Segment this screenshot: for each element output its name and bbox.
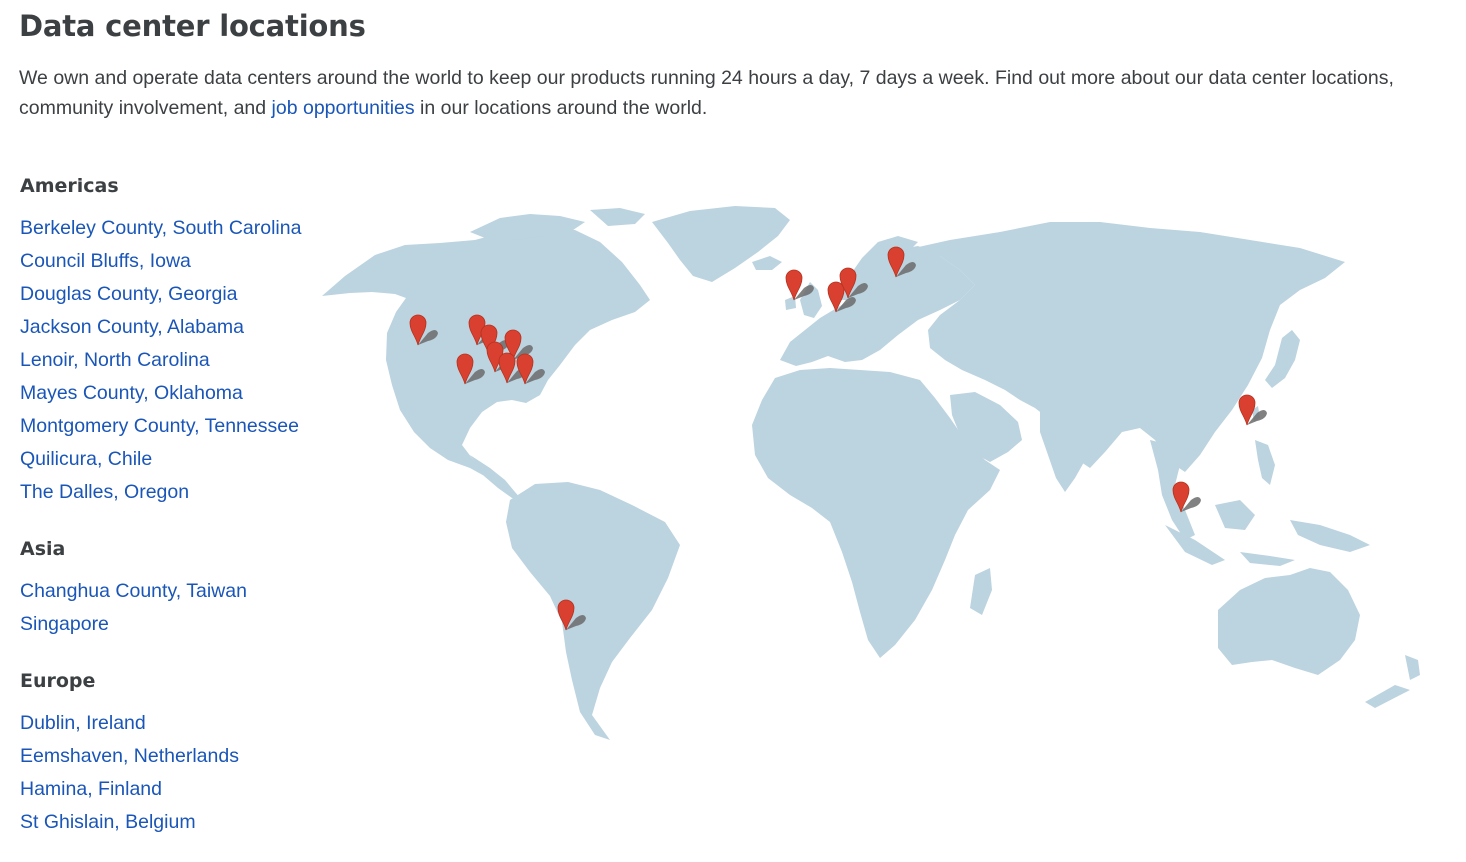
continent-south-america — [506, 482, 680, 740]
world-map — [310, 200, 1466, 760]
location-link-quilicura[interactable]: Quilicura, Chile — [20, 448, 153, 470]
map-pin-head — [498, 352, 516, 384]
map-pin-head — [1172, 481, 1190, 513]
map-pin-icon[interactable] — [408, 313, 444, 349]
iceland — [752, 256, 782, 270]
indian-subcontinent — [1040, 405, 1100, 492]
location-link-hamina[interactable]: Hamina, Finland — [20, 778, 162, 800]
location-list-asia: Changhua County, Taiwan Singapore — [20, 575, 247, 641]
philippines — [1255, 440, 1275, 485]
location-link-berkeley-county[interactable]: Berkeley County, South Carolina — [20, 217, 302, 239]
map-pin-head — [887, 246, 905, 278]
location-list-americas: Berkeley County, South Carolina Council … — [20, 212, 301, 509]
region-heading-europe: Europe — [20, 670, 96, 692]
intro-paragraph: We own and operate data centers around t… — [19, 63, 1449, 123]
location-link-council-bluffs[interactable]: Council Bluffs, Iowa — [20, 250, 191, 272]
location-link-douglas-county[interactable]: Douglas County, Georgia — [20, 283, 238, 305]
page-title: Data center locations — [19, 9, 366, 43]
region-heading-asia: Asia — [20, 538, 66, 560]
central-america — [470, 455, 522, 500]
location-item: Berkeley County, South Carolina — [20, 212, 301, 245]
map-pin-icon[interactable] — [784, 268, 820, 304]
indonesia — [1165, 500, 1370, 566]
map-pin-icon[interactable] — [1237, 393, 1273, 429]
location-link-eemshaven[interactable]: Eemshaven, Netherlands — [20, 745, 239, 767]
location-item: Douglas County, Georgia — [20, 278, 301, 311]
continent-asia — [905, 222, 1345, 472]
map-pin-head — [456, 353, 474, 385]
continent-greenland — [652, 206, 790, 282]
map-pin-icon[interactable] — [515, 352, 551, 388]
new-zealand — [1365, 655, 1420, 708]
location-link-jackson-county[interactable]: Jackson County, Alabama — [20, 316, 245, 338]
location-link-changhua-county[interactable]: Changhua County, Taiwan — [20, 580, 247, 602]
map-pin-icon[interactable] — [886, 245, 922, 281]
map-pin-icon[interactable] — [826, 280, 862, 316]
map-pin-shadow — [896, 262, 916, 277]
location-item: Mayes County, Oklahoma — [20, 377, 301, 410]
job-opportunities-link[interactable]: job opportunities — [271, 97, 415, 119]
location-item: Hamina, Finland — [20, 773, 239, 806]
region-europe: Europe Dublin, Ireland Eemshaven, Nether… — [20, 668, 320, 833]
continent-europe — [780, 246, 975, 366]
southeast-asia — [1150, 440, 1195, 540]
continent-north-america — [322, 225, 650, 484]
map-pin-shadow — [1247, 410, 1267, 425]
world-map-land — [322, 206, 1420, 740]
continent-africa — [752, 368, 1000, 658]
map-pin-head — [1238, 394, 1256, 426]
map-pin-shadow — [566, 615, 586, 630]
location-item: Lenoir, North Carolina — [20, 344, 301, 377]
location-item: Quilicura, Chile — [20, 443, 301, 476]
map-pin-icon[interactable] — [838, 266, 874, 302]
map-pin-shadow — [836, 297, 856, 312]
map-pin-head — [839, 267, 857, 299]
location-item: Montgomery County, Tennessee — [20, 410, 301, 443]
location-item: Changhua County, Taiwan — [20, 575, 247, 608]
arctic-islands — [470, 208, 645, 240]
location-item: St Ghislain, Belgium — [20, 806, 239, 839]
location-item: Singapore — [20, 608, 247, 641]
location-item: Council Bluffs, Iowa — [20, 245, 301, 278]
location-link-lenoir[interactable]: Lenoir, North Carolina — [20, 349, 210, 371]
map-pin-shadow — [848, 283, 868, 298]
location-link-the-dalles[interactable]: The Dalles, Oregon — [20, 481, 190, 503]
location-link-montgomery-county[interactable]: Montgomery County, Tennessee — [20, 415, 299, 437]
location-link-mayes-county[interactable]: Mayes County, Oklahoma — [20, 382, 243, 404]
map-pin-icon[interactable] — [1171, 480, 1207, 516]
map-pin-head — [516, 353, 534, 385]
map-pin-shadow — [794, 285, 814, 300]
location-item: Dublin, Ireland — [20, 707, 239, 740]
map-pin-shadow — [513, 345, 533, 360]
continent-australia — [1218, 568, 1360, 675]
region-americas: Americas Berkeley County, South Carolina… — [20, 173, 320, 503]
map-pin-head — [409, 314, 427, 346]
map-pin-icon[interactable] — [556, 598, 592, 634]
location-list-europe: Dublin, Ireland Eemshaven, Netherlands H… — [20, 707, 239, 839]
map-pin-head — [557, 599, 575, 631]
region-asia: Asia Changhua County, Taiwan Singapore — [20, 536, 320, 635]
map-pin-shadow — [1181, 497, 1201, 512]
madagascar — [970, 568, 992, 615]
location-item: Eemshaven, Netherlands — [20, 740, 239, 773]
intro-text-end: in our locations around the world. — [414, 97, 708, 119]
location-link-dublin[interactable]: Dublin, Ireland — [20, 712, 146, 734]
map-pin-shadow — [418, 330, 438, 345]
intro-text-start: We own and operate data centers around t… — [19, 67, 1394, 119]
map-pin-icon[interactable] — [455, 352, 491, 388]
location-item: The Dalles, Oregon — [20, 476, 301, 509]
map-pin-shadow — [465, 369, 485, 384]
location-link-singapore[interactable]: Singapore — [20, 613, 109, 635]
region-heading-americas: Americas — [20, 175, 119, 197]
location-item: Jackson County, Alabama — [20, 311, 301, 344]
map-pin-head — [785, 269, 803, 301]
location-link-st-ghislain[interactable]: St Ghislain, Belgium — [20, 811, 196, 833]
japan — [1265, 330, 1300, 388]
map-pin-shadow — [525, 369, 545, 384]
map-pin-icon[interactable] — [503, 328, 539, 364]
map-pin-head — [504, 329, 522, 361]
map-pin-head — [827, 281, 845, 313]
